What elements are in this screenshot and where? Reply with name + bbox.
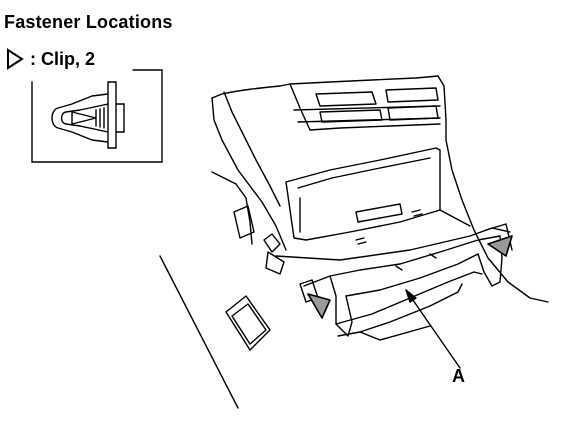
- legend-text: : Clip, 2: [30, 48, 96, 69]
- clip-triangle-icon: [7, 48, 24, 70]
- center-console: [211, 75, 549, 303]
- page-title: Fastener Locations: [4, 12, 173, 32]
- clip-marker-left: [307, 293, 331, 319]
- lower-cover-a: [275, 223, 513, 341]
- callout-leader: [405, 289, 461, 369]
- clip-marker-right: [487, 235, 513, 257]
- clip-detail-inset: [31, 69, 163, 163]
- callout-label-a: A: [452, 366, 465, 386]
- kick-panel: [159, 171, 285, 409]
- legend: : Clip, 2: [6, 48, 95, 70]
